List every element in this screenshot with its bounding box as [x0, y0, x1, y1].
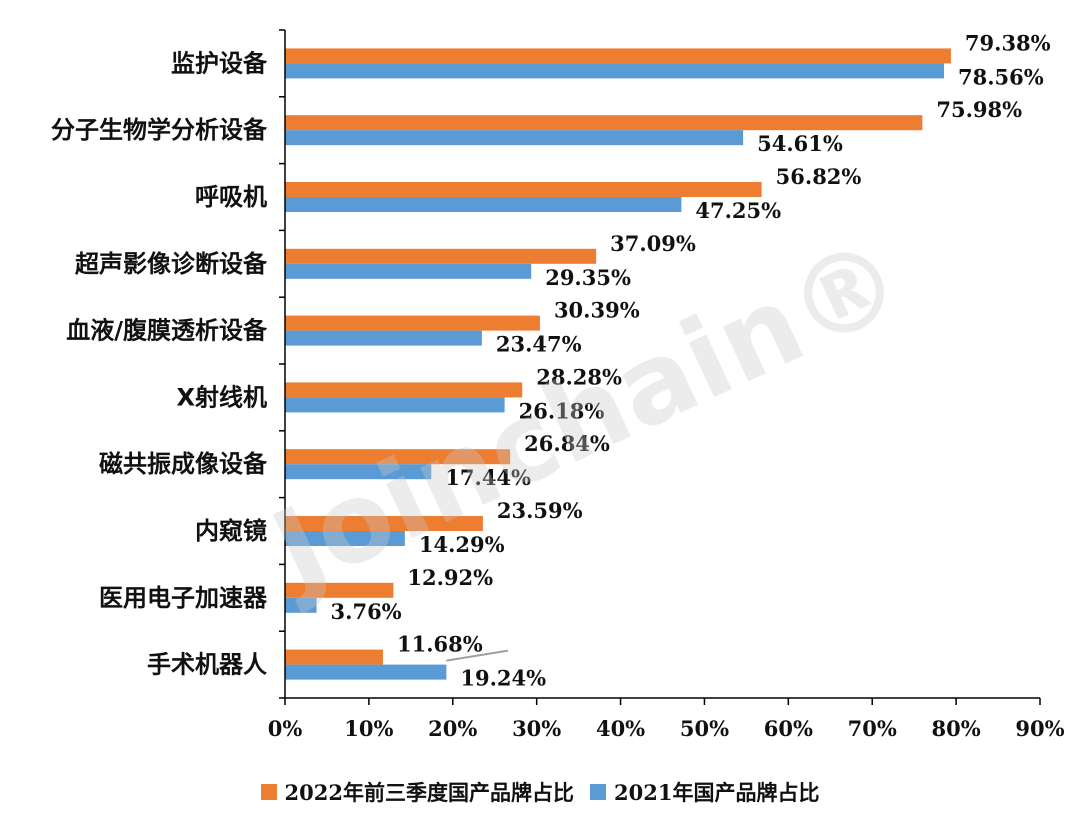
- bar-2022: [285, 315, 540, 331]
- legend: 2022年前三季度国产品牌占比 2021年国产品牌占比: [0, 772, 1080, 812]
- bar-2021: [285, 464, 432, 480]
- data-label-2022: 11.68%: [397, 632, 483, 657]
- bar-2022: [285, 115, 923, 131]
- bar-2022: [285, 516, 483, 531]
- x-tick-label: 0%: [268, 716, 303, 741]
- data-label-2021: 19.24%: [460, 666, 546, 691]
- bar-2021: [285, 597, 317, 613]
- bar-2021: [285, 330, 482, 346]
- axes: 0% 10% 20% 30% 40% 50% 60% 70% 80% 90%: [268, 29, 1065, 741]
- bar-2021: [285, 531, 405, 546]
- data-label-2022: 56.82%: [776, 164, 862, 189]
- x-tick-label: 80%: [932, 716, 981, 741]
- bar-2021: [285, 63, 945, 79]
- bar-2021: [285, 664, 447, 680]
- legend-swatch-2021: [590, 784, 606, 800]
- data-label-2021: 3.76%: [331, 599, 402, 624]
- category-label: 监护设备: [171, 49, 268, 77]
- bar-2021: [285, 197, 682, 212]
- x-tick-label: 60%: [764, 716, 813, 741]
- data-label-2022: 30.39%: [554, 298, 640, 323]
- legend-item-2021: 2021年国产品牌占比: [590, 777, 819, 807]
- bar-2022: [285, 248, 597, 264]
- category-label: 内窥镜: [195, 517, 267, 545]
- category-label: 超声影像诊断设备: [75, 250, 268, 278]
- data-label-2022: 79.38%: [965, 30, 1051, 55]
- bar-2022: [285, 649, 383, 665]
- x-tick-label: 40%: [596, 716, 645, 741]
- bar-2021: [285, 397, 505, 413]
- bar-2021: [285, 263, 532, 279]
- data-label-2021: 23.47%: [496, 332, 582, 357]
- data-label-2022: 28.28%: [536, 364, 622, 389]
- legend-swatch-2022: [260, 784, 277, 800]
- category-label: 医用电子加速器: [99, 584, 268, 612]
- bars-group: [285, 48, 951, 680]
- leader-line: [446, 649, 509, 662]
- data-label-2022: 37.09%: [610, 231, 696, 256]
- data-label-2021: 54.61%: [757, 131, 843, 156]
- data-label-2022: 26.84%: [524, 431, 610, 456]
- data-label-2022: 75.98%: [936, 97, 1022, 122]
- x-tick-label: 20%: [428, 716, 477, 741]
- x-tick-label: 50%: [680, 716, 729, 741]
- data-label-2021: 17.44%: [445, 465, 531, 490]
- category-label: 手术机器人: [147, 651, 267, 679]
- data-labels: 79.38% 78.56% 75.98% 54.61% 56.82% 47.25% 37.0…: [331, 30, 1051, 690]
- x-tick-label: 90%: [1015, 716, 1064, 741]
- bar-2022: [285, 582, 394, 598]
- x-tick-label: 10%: [344, 716, 393, 741]
- bar-2022: [285, 449, 511, 465]
- data-label-2022: 12.92%: [407, 565, 493, 590]
- x-tick-label: 70%: [848, 716, 897, 741]
- legend-item-2022: 2022年前三季度国产品牌占比: [260, 777, 574, 807]
- category-label: 分子生物学分析设备: [51, 116, 268, 144]
- legend-label-2022: 2022年前三季度国产品牌占比: [284, 780, 574, 805]
- data-label-2021: 47.25%: [695, 198, 781, 223]
- bar-2022: [285, 182, 762, 197]
- category-label: 磁共振成像设备: [99, 450, 268, 478]
- category-label: 呼吸机: [195, 183, 267, 211]
- bar-2022: [285, 382, 523, 398]
- data-label-2021: 26.18%: [519, 398, 605, 423]
- data-label-2021: 29.35%: [545, 265, 631, 290]
- data-label-2021: 14.29%: [419, 532, 505, 557]
- category-label: X射线机: [176, 383, 267, 411]
- data-label-2021: 78.56%: [958, 64, 1044, 89]
- bar-2022: [285, 48, 951, 64]
- legend-label-2021: 2021年国产品牌占比: [614, 780, 820, 805]
- bar-2021: [285, 130, 744, 146]
- data-label-2022: 23.59%: [497, 498, 583, 523]
- x-tick-label: 30%: [512, 716, 561, 741]
- category-label: 血液/腹膜透析设备: [66, 317, 268, 345]
